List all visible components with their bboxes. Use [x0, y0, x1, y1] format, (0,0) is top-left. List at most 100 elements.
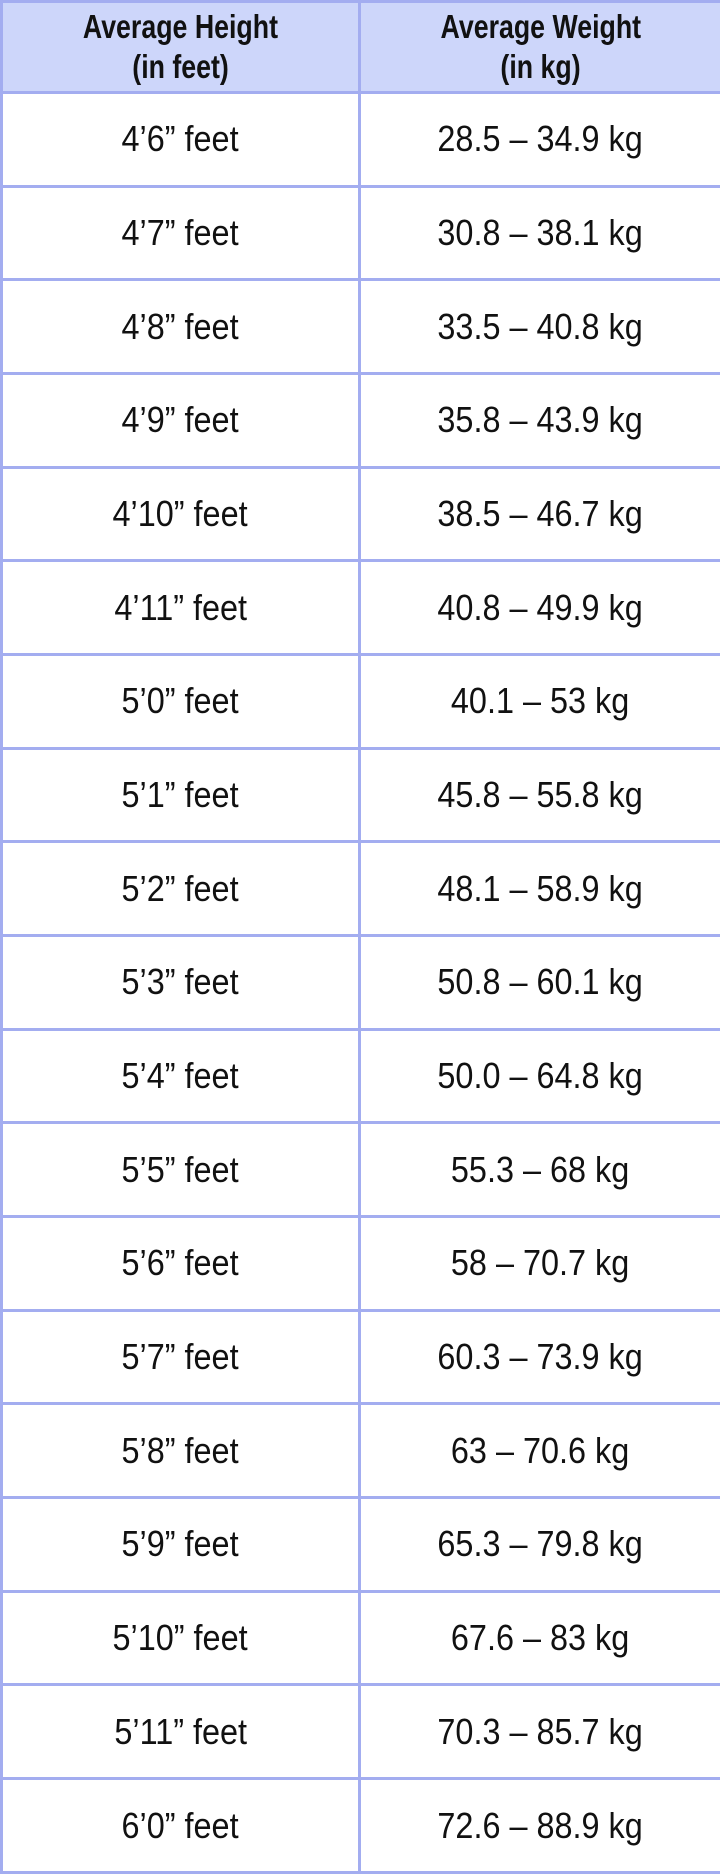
header-weight-line1: Average Weight	[440, 8, 641, 45]
height-cell: 4’6” feet	[0, 91, 361, 188]
weight-value: 40.1 – 53 kg	[451, 680, 630, 722]
table-row: 6’0” feet 72.6 – 88.9 kg	[0, 1777, 720, 1874]
table-row: 5’8” feet 63 – 70.6 kg	[0, 1402, 720, 1500]
weight-value: 33.5 – 40.8 kg	[437, 305, 644, 347]
weight-value: 50.0 – 64.8 kg	[437, 1055, 644, 1097]
height-cell: 5’1” feet	[0, 746, 361, 844]
height-value: 5’7” feet	[121, 1336, 240, 1378]
weight-cell: 30.8 – 38.1 kg	[358, 184, 720, 282]
height-value: 4’11” feet	[114, 586, 247, 628]
height-cell: 5’3” feet	[0, 934, 361, 1031]
height-cell: 4’10” feet	[0, 465, 361, 563]
height-cell: 5’6” feet	[0, 1215, 361, 1312]
weight-cell: 48.1 – 58.9 kg	[358, 840, 720, 938]
header-height: Average Height (in feet)	[0, 0, 361, 94]
weight-value: 48.1 – 58.9 kg	[437, 867, 644, 909]
header-weight-line2: (in kg)	[500, 48, 581, 85]
weight-value: 63 – 70.6 kg	[451, 1429, 630, 1471]
weight-value: 40.8 – 49.9 kg	[437, 586, 644, 628]
table-row: 5’1” feet 45.8 – 55.8 kg	[0, 746, 720, 844]
height-value: 5’8” feet	[121, 1429, 240, 1471]
weight-value: 72.6 – 88.9 kg	[437, 1804, 644, 1846]
height-value: 5’6” feet	[121, 1242, 240, 1284]
table-row: 5’10” feet 67.6 – 83 kg	[0, 1589, 720, 1687]
table-row: 5’7” feet 60.3 – 73.9 kg	[0, 1308, 720, 1406]
height-cell: 4’9” feet	[0, 372, 361, 469]
weight-value: 67.6 – 83 kg	[451, 1617, 630, 1659]
height-value: 4’8” feet	[121, 305, 240, 347]
height-cell: 5’9” feet	[0, 1496, 361, 1593]
weight-cell: 40.8 – 49.9 kg	[358, 559, 720, 657]
weight-value: 58 – 70.7 kg	[451, 1242, 630, 1284]
height-cell: 5’4” feet	[0, 1027, 361, 1125]
table-row: 5’5” feet 55.3 – 68 kg	[0, 1121, 720, 1219]
table-row: 4’9” feet 35.8 – 43.9 kg	[0, 372, 720, 469]
weight-cell: 33.5 – 40.8 kg	[358, 278, 720, 376]
weight-cell: 28.5 – 34.9 kg	[358, 91, 720, 188]
table-row: 5’4” feet 50.0 – 64.8 kg	[0, 1027, 720, 1125]
header-weight: Average Weight (in kg)	[358, 0, 720, 94]
weight-cell: 60.3 – 73.9 kg	[358, 1308, 720, 1406]
table-row: 5’0” feet 40.1 – 53 kg	[0, 653, 720, 750]
height-cell: 4’8” feet	[0, 278, 361, 376]
weight-cell: 45.8 – 55.8 kg	[358, 746, 720, 844]
table-row: 5’6” feet 58 – 70.7 kg	[0, 1215, 720, 1312]
table-body: 4’6” feet 28.5 – 34.9 kg 4’7” feet 30.8 – 3…	[0, 91, 720, 1874]
weight-cell: 50.0 – 64.8 kg	[358, 1027, 720, 1125]
weight-value: 70.3 – 85.7 kg	[437, 1710, 644, 1752]
height-value: 4’6” feet	[121, 118, 240, 160]
weight-value: 30.8 – 38.1 kg	[437, 212, 644, 253]
table-row: 5’3” feet 50.8 – 60.1 kg	[0, 934, 720, 1031]
table-row: 4’6” feet 28.5 – 34.9 kg	[0, 91, 720, 188]
height-cell: 5’0” feet	[0, 653, 361, 750]
weight-cell: 35.8 – 43.9 kg	[358, 372, 720, 469]
weight-cell: 70.3 – 85.7 kg	[358, 1683, 720, 1781]
header-height-line2: (in feet)	[132, 48, 229, 85]
height-cell: 5’8” feet	[0, 1402, 361, 1500]
height-value: 4’10” feet	[112, 493, 249, 535]
table-row: 4’7” feet 30.8 – 38.1 kg	[0, 184, 720, 282]
weight-value: 35.8 – 43.9 kg	[437, 399, 644, 441]
weight-value: 28.5 – 34.9 kg	[437, 118, 644, 160]
table-row: 4’10” feet 38.5 – 46.7 kg	[0, 465, 720, 563]
height-value: 5’2” feet	[121, 867, 240, 909]
weight-cell: 55.3 – 68 kg	[358, 1121, 720, 1219]
weight-cell: 72.6 – 88.9 kg	[358, 1777, 720, 1874]
height-value: 4’7” feet	[121, 212, 240, 253]
weight-value: 55.3 – 68 kg	[451, 1148, 630, 1190]
weight-cell: 58 – 70.7 kg	[358, 1215, 720, 1312]
height-cell: 5’7” feet	[0, 1308, 361, 1406]
weight-cell: 65.3 – 79.8 kg	[358, 1496, 720, 1593]
height-cell: 5’2” feet	[0, 840, 361, 938]
table-row: 5’2” feet 48.1 – 58.9 kg	[0, 840, 720, 938]
height-value: 5’9” feet	[121, 1523, 240, 1565]
height-cell: 6’0” feet	[0, 1777, 361, 1874]
weight-value: 50.8 – 60.1 kg	[437, 961, 644, 1003]
weight-value: 65.3 – 79.8 kg	[437, 1523, 644, 1565]
table-row: 5’11” feet 70.3 – 85.7 kg	[0, 1683, 720, 1781]
height-cell: 4’7” feet	[0, 184, 361, 282]
height-value: 5’0” feet	[121, 680, 240, 722]
weight-cell: 63 – 70.6 kg	[358, 1402, 720, 1500]
height-value: 5’3” feet	[121, 961, 240, 1003]
weight-value: 38.5 – 46.7 kg	[437, 493, 644, 535]
weight-value: 45.8 – 55.8 kg	[437, 774, 644, 816]
height-cell: 5’5” feet	[0, 1121, 361, 1219]
weight-value: 60.3 – 73.9 kg	[437, 1336, 644, 1378]
height-cell: 5’11” feet	[0, 1683, 361, 1781]
weight-cell: 67.6 – 83 kg	[358, 1589, 720, 1687]
height-value: 5’11” feet	[114, 1710, 247, 1752]
weight-cell: 38.5 – 46.7 kg	[358, 465, 720, 563]
table-row: 5’9” feet 65.3 – 79.8 kg	[0, 1496, 720, 1593]
height-value: 5’10” feet	[112, 1617, 249, 1659]
weight-cell: 40.1 – 53 kg	[358, 653, 720, 750]
header-height-line1: Average Height	[82, 8, 279, 45]
height-value: 4’9” feet	[121, 399, 240, 441]
table-row: 4’8” feet 33.5 – 40.8 kg	[0, 278, 720, 376]
height-value: 5’5” feet	[121, 1148, 240, 1190]
header-row: Average Height (in feet) Average Weight (i…	[0, 0, 720, 94]
height-value: 5’4” feet	[121, 1055, 240, 1097]
table-row: 4’11” feet 40.8 – 49.9 kg	[0, 559, 720, 657]
height-cell: 4’11” feet	[0, 559, 361, 657]
